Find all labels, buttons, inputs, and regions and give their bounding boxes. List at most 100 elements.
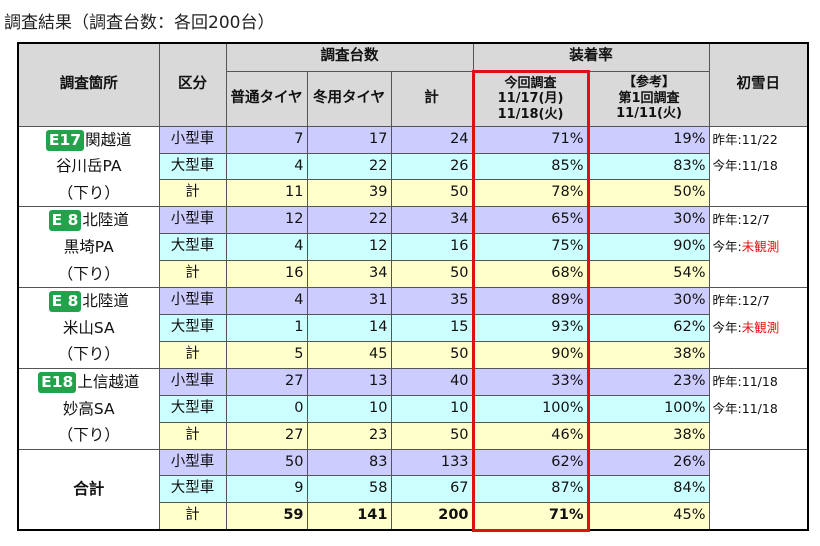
rate-cell: 23%: [587, 367, 710, 396]
first-snow-cell: [708, 448, 809, 531]
rate-cell: 90%: [587, 233, 710, 262]
snow-date: 12/7: [741, 293, 770, 309]
count-cell: 7: [225, 125, 308, 154]
road-name: 上信越道: [77, 372, 140, 391]
snow-date: 未観測: [741, 319, 780, 335]
count-cell: 17: [306, 125, 392, 154]
count-cell: 16: [225, 260, 308, 289]
route-badge: E17: [45, 129, 85, 151]
snow-date: 12/7: [741, 212, 770, 228]
rate-cell: 65%: [471, 206, 590, 235]
snow-line: 昨年:12/7: [713, 288, 808, 315]
snow-date: 11/18: [741, 400, 778, 416]
count-cell: 4: [225, 287, 308, 316]
place-name: 黒埼PA: [63, 237, 114, 256]
first-snow-cell: 昨年:12/7 今年:未観測: [708, 287, 809, 369]
count-cell: 50: [390, 179, 474, 208]
count-cell: 39: [306, 179, 392, 208]
snow-label: 昨年:: [712, 131, 742, 147]
count-cell: 83: [306, 448, 392, 477]
data-row: 大型車 9 58 67 87% 84%: [18, 475, 808, 503]
rate-cell: 71%: [471, 125, 590, 154]
location-line: E 8 北陸道: [19, 288, 159, 315]
count-cell: 23: [306, 421, 392, 450]
count-cell: 27: [225, 367, 308, 396]
category-cell: 計: [158, 341, 227, 369]
header-cell: 冬用タイヤ: [306, 70, 392, 127]
count-cell: 4: [225, 233, 308, 262]
location-cell: E 8 北陸道 米山SA （下り）: [17, 287, 160, 369]
data-row: 合計 小型車 50 83 133 62% 26%: [17, 448, 809, 531]
data-row: 計 5 45 50 90% 38%: [18, 341, 808, 369]
direction: （下り）: [57, 264, 120, 283]
road-name: 北陸道: [82, 211, 129, 230]
snow-label: 今年:: [712, 319, 742, 335]
header-cell: 今回調査 11/17(月) 11/18(火): [471, 69, 590, 127]
place-name: 谷川岳PA: [56, 157, 122, 176]
count-cell: 34: [390, 206, 474, 235]
header-line: 11/11(火): [616, 106, 682, 122]
header-line: 第1回調査: [618, 90, 680, 106]
count-cell: 16: [390, 233, 474, 262]
snow-line: 今年:11/18: [713, 396, 808, 423]
rate-cell: 90%: [471, 341, 590, 369]
count-cell: 12: [225, 206, 308, 235]
header-cell: 区分: [158, 42, 227, 127]
rate-cell: 93%: [471, 314, 590, 342]
data-row: 大型車 0 10 10 100% 100%: [18, 394, 808, 423]
rate-cell: 100%: [471, 394, 590, 423]
count-cell: 1: [225, 314, 308, 342]
count-cell: 50: [390, 260, 474, 289]
category-cell: 大型車: [158, 233, 227, 262]
count-cell: 35: [390, 287, 474, 316]
count-cell: 15: [390, 314, 474, 342]
rate-cell: 33%: [471, 367, 590, 396]
header-line: 11/18(火): [497, 106, 564, 122]
rate-cell: 26%: [587, 448, 710, 477]
category-cell: 計: [158, 421, 227, 450]
count-cell: 50: [390, 341, 474, 369]
location-cell: E18 上信越道 妙高SA （下り）: [17, 367, 160, 450]
location-line: E17 関越道: [19, 127, 159, 154]
count-cell: 133: [390, 448, 474, 477]
title: 調査結果（調査台数：各回200台）: [4, 13, 275, 33]
snow-line: 昨年:11/22: [713, 127, 808, 154]
direction: （下り）: [57, 345, 120, 364]
first-snow-cell: 昨年:11/18 今年:11/18: [708, 367, 809, 450]
count-cell: 24: [390, 125, 474, 154]
rate-cell: 68%: [471, 260, 590, 289]
rate-cell: 54%: [587, 260, 710, 289]
count-cell: 50: [225, 448, 308, 477]
rate-cell: 87%: [471, 475, 590, 503]
route-badge: E 8: [48, 210, 82, 232]
header-cell: 初雪日: [708, 42, 809, 127]
road-name: 北陸道: [82, 292, 129, 311]
count-cell: 9: [225, 475, 308, 503]
rate-cell: 85%: [471, 152, 590, 181]
location-line: E18 上信越道: [19, 369, 159, 396]
table-body: E17 関越道 谷川岳PA （下り） 小型車 7 17 24 71% 19% 昨年:11/22 今年:…: [17, 125, 809, 532]
count-cell: 4: [225, 152, 308, 181]
count-cell: 141: [306, 501, 392, 531]
rate-cell: 30%: [587, 206, 710, 235]
data-row: 計 27 23 50 46% 38%: [18, 421, 808, 450]
snow-label: 今年:: [712, 400, 742, 416]
count-cell: 0: [225, 394, 308, 423]
category-cell: 大型車: [158, 152, 227, 181]
place-name: 妙高SA: [62, 399, 115, 418]
category-cell: 計: [158, 260, 227, 289]
category-cell: 計: [158, 179, 227, 208]
rate-cell: 50%: [587, 179, 710, 208]
snow-label: 昨年:: [712, 293, 742, 309]
location-cell: 合計: [17, 448, 160, 531]
header-line: 今回調査: [504, 75, 557, 91]
rate-cell: 83%: [587, 152, 710, 181]
count-cell: 59: [225, 501, 308, 531]
header-line: 11/17(月): [497, 91, 564, 107]
rate-cell: 84%: [587, 475, 710, 503]
rate-cell: 38%: [587, 421, 710, 450]
first-snow-cell: 昨年:11/22 今年:11/18: [708, 125, 809, 208]
header-cell: 調査箇所: [17, 42, 160, 127]
count-cell: 34: [306, 260, 392, 289]
